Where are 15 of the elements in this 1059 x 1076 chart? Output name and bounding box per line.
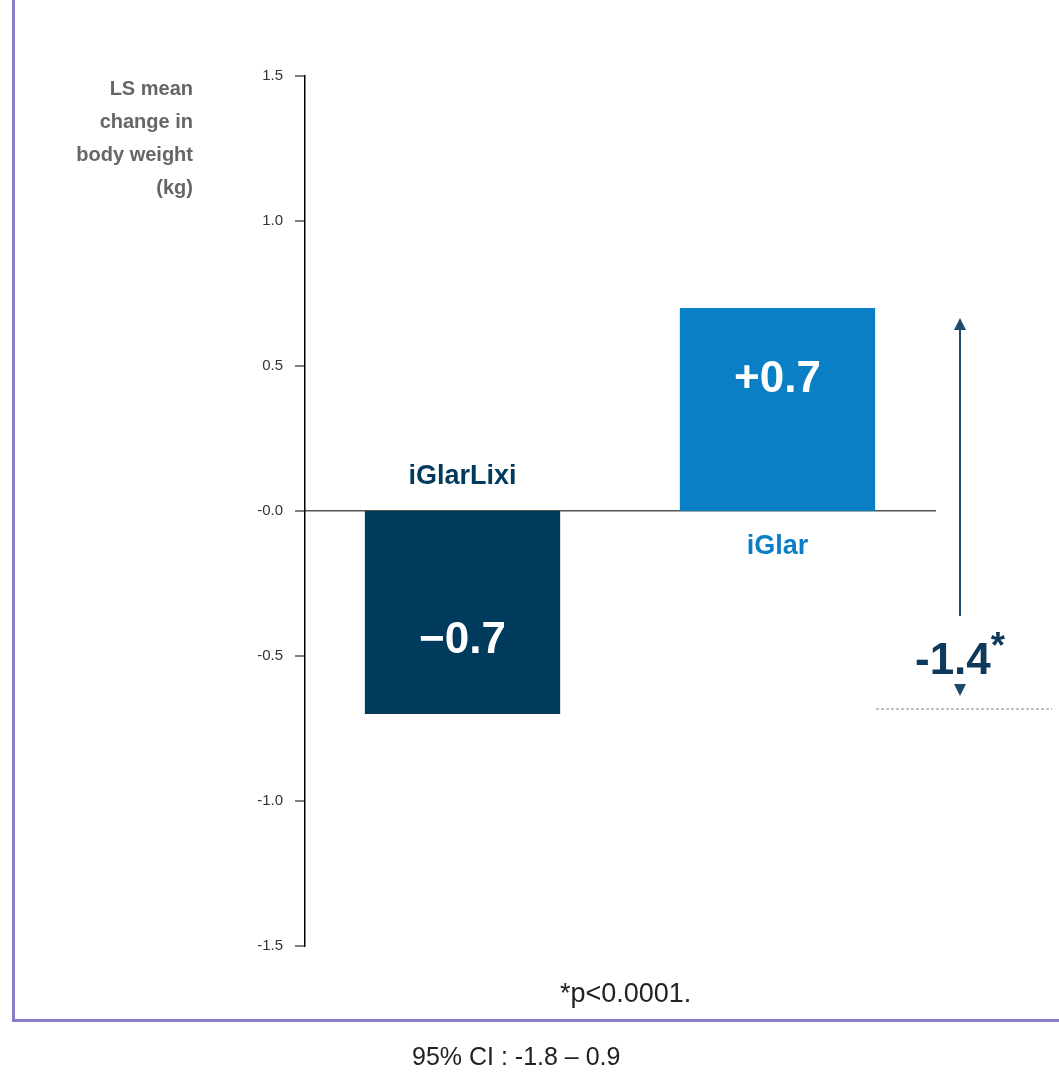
y-tick-label: -0.0 [257,501,283,519]
text: *p<0.0001. [560,978,692,1009]
y-tick-label: 1.5 [262,66,283,84]
y-tick-label: 1.0 [262,211,283,229]
y-tick-label: -0.5 [257,646,283,664]
y-tick-label: 0.5 [262,356,283,374]
y-axis-title: LS mean change in body weight (kg) [75,76,193,200]
text: 95% CI : -1.8 – 0.9 [412,1042,621,1071]
y-tick-label: -1.5 [257,936,283,954]
x-tick-label: iGlarLixi [408,460,517,491]
annotation: -1.4$^{*}$ [915,625,1006,684]
data-label: −0.7 [419,612,506,662]
data-label: +0.7 [734,351,821,401]
y-tick-label: -1.0 [257,791,283,809]
x-tick-label: iGlar [746,530,809,561]
